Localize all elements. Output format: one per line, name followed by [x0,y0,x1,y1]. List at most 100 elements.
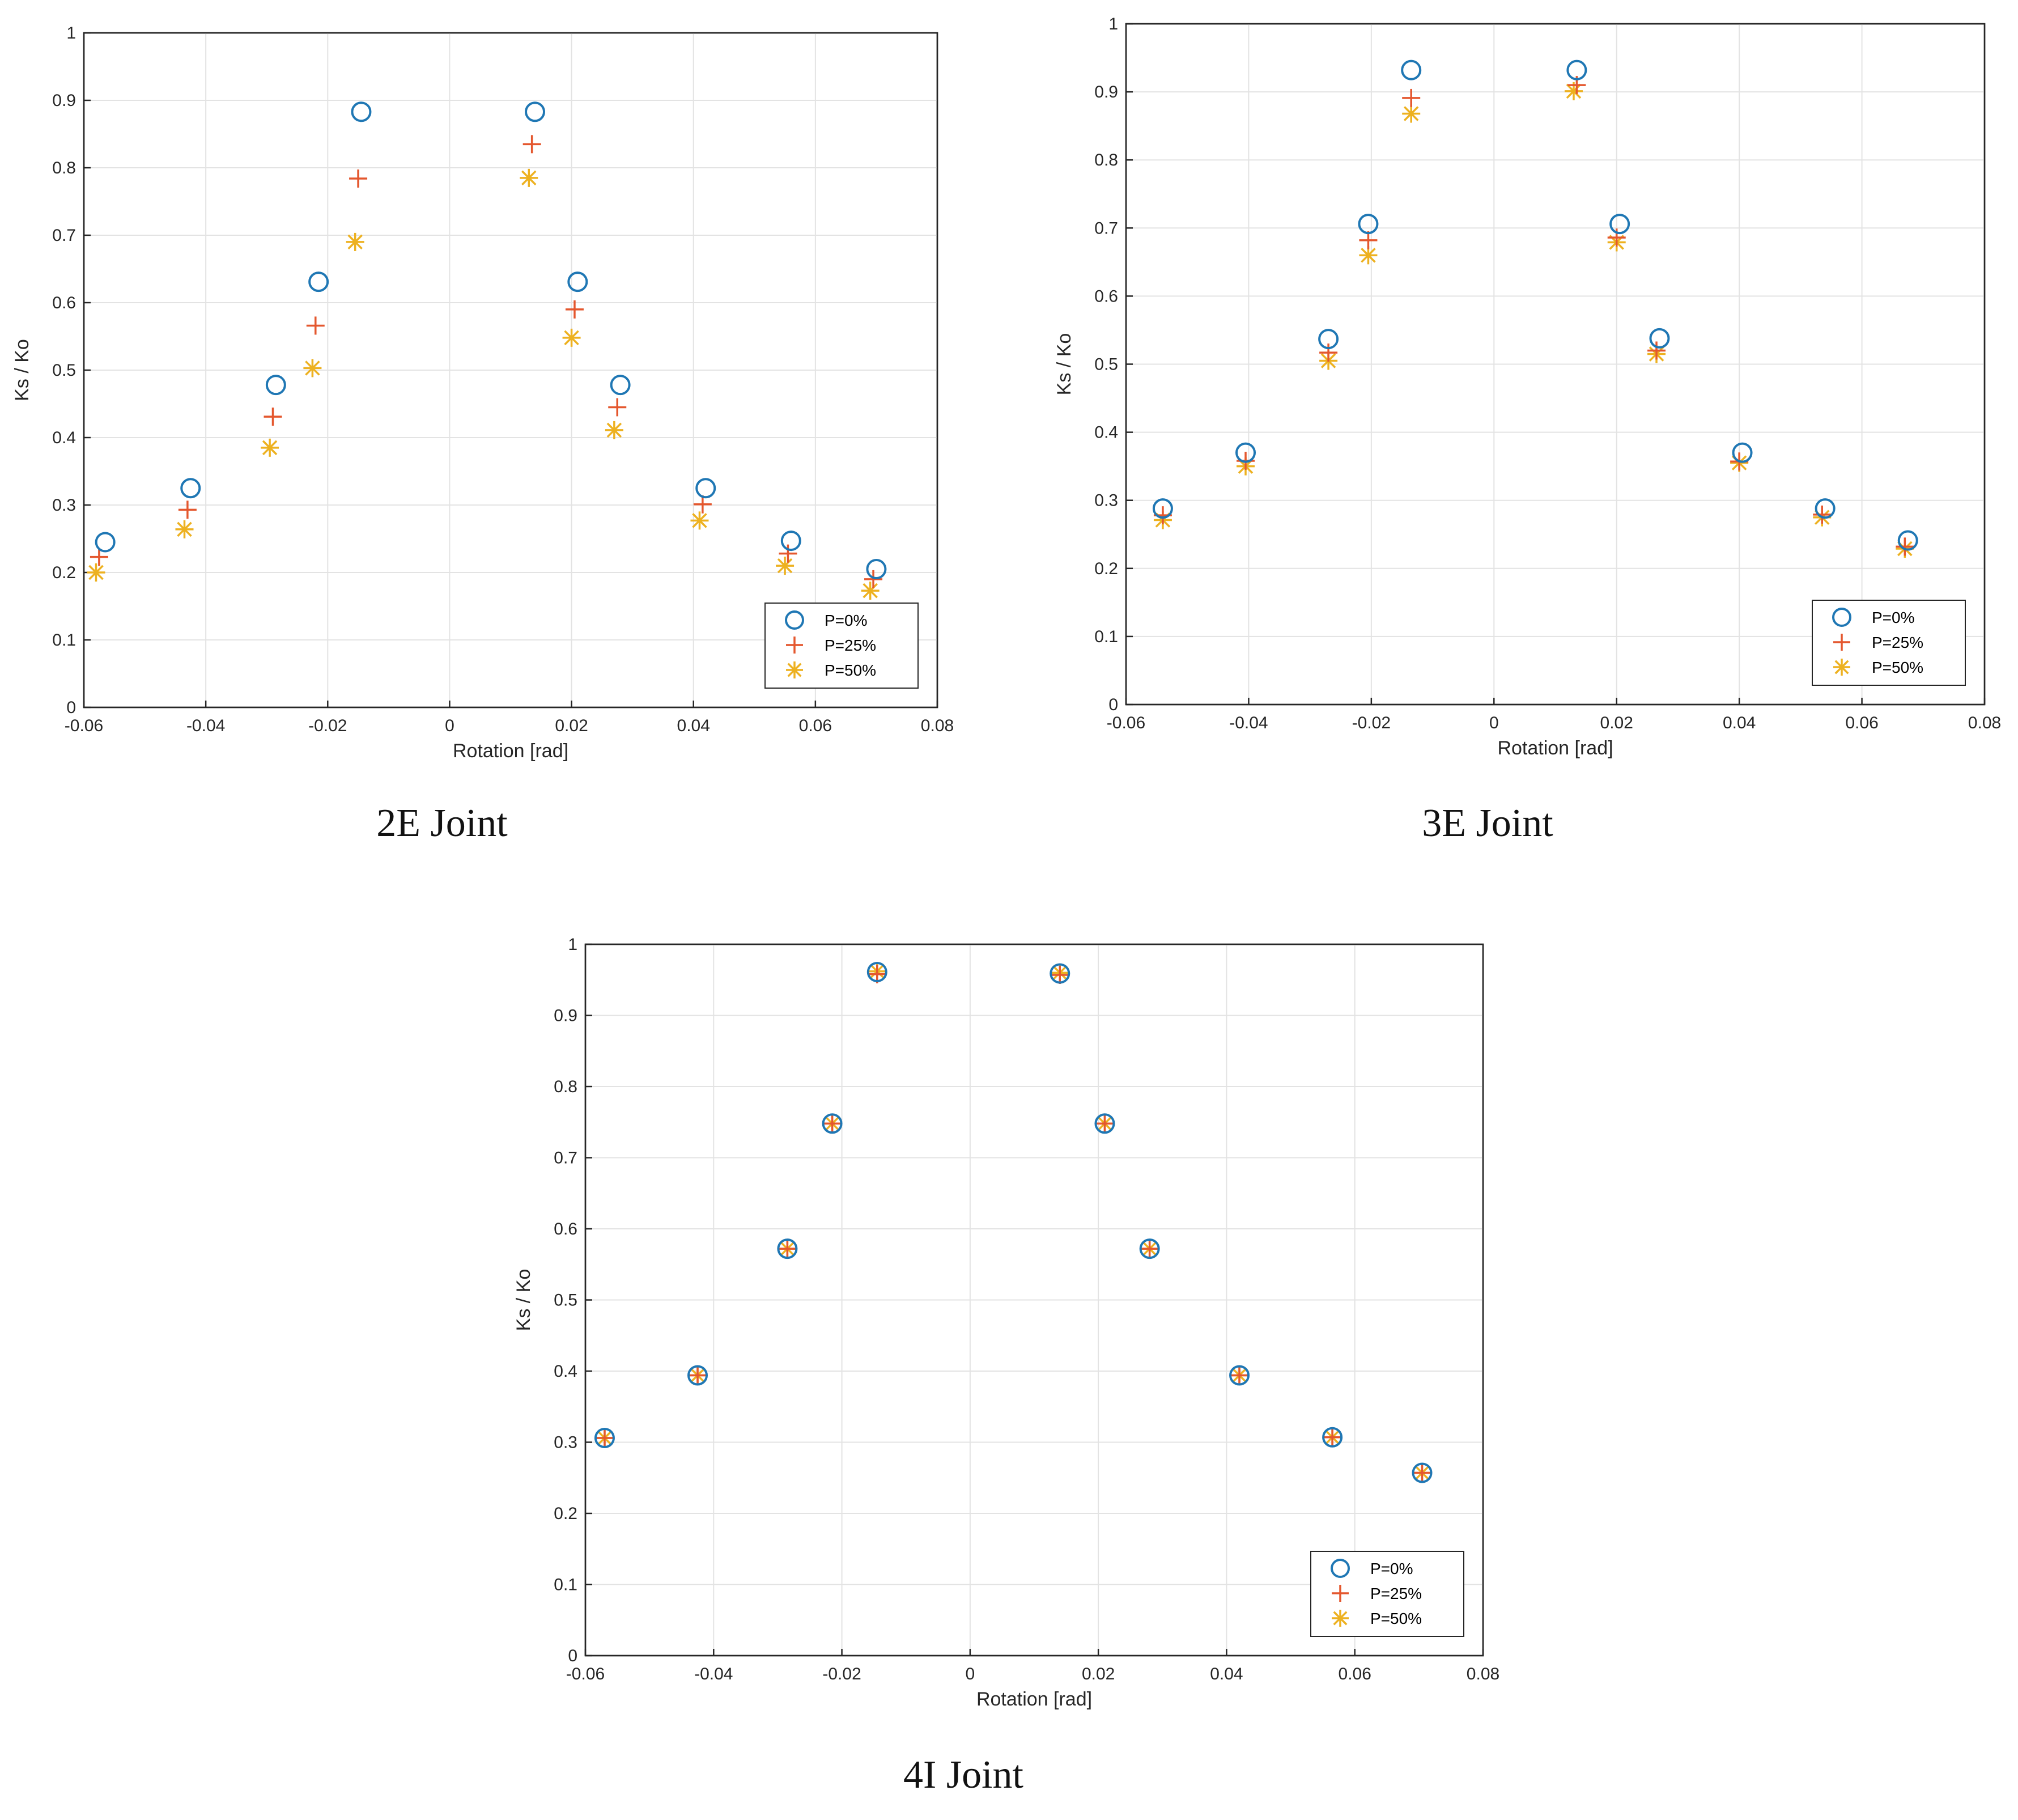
chart-caption: 3E Joint [1422,801,1553,845]
y-tick-label: 0.9 [1094,83,1118,101]
data-point-asterisk [87,563,105,582]
data-point-circle [1897,530,1918,551]
x-tick-label: -0.04 [186,716,225,735]
data-point-circle [1566,60,1587,80]
y-tick-label: 0.3 [52,496,76,515]
legend-marker-asterisk [786,661,803,678]
y-tick-label: 0.6 [52,294,76,312]
data-point-circle [308,271,329,292]
data-point-plus [1896,537,1914,556]
chart-panel-1: -0.06 -0.04 -0.02 0 0.02 0.04 0.06 0.08 0 0.1 0.2 0… [11,24,954,845]
data-point-plus [1140,1240,1159,1258]
data-point-circle [1139,1238,1160,1259]
data-point-asterisk [346,232,364,251]
data-point-asterisk [175,520,194,538]
y-tick-label: 0.6 [1094,287,1118,306]
data-point-plus [178,500,197,519]
legend: P=0% P=25% P=50% [1812,600,1966,686]
data-point-plus [306,316,325,335]
data-point-asterisk [776,557,795,575]
y-tick-label: 0.8 [554,1077,577,1096]
y-tick-label: 0.7 [554,1149,577,1168]
legend-label: P=0% [1872,609,1915,626]
data-point-asterisk [1359,246,1378,265]
data-point-plus [1051,965,1069,984]
y-tick-label: 0.1 [52,631,76,650]
y-tick-label: 0.5 [554,1291,577,1310]
y-tick-label: 0 [66,698,76,717]
y-axis-label: Ks / Ko [11,339,33,401]
y-tick-label: 0.8 [1094,151,1118,169]
x-tick-label: 0.02 [1082,1665,1115,1683]
data-point-circle [1318,329,1339,350]
data-point-circle [1094,1113,1115,1134]
data-point-plus [608,398,627,417]
x-tick-label: 0.04 [1723,714,1756,732]
data-point-circle [567,271,588,292]
data-point-circle [1050,963,1070,984]
x-tick-label: -0.02 [1352,714,1391,732]
data-point-circle [822,1113,843,1134]
y-tick-label: 0.9 [52,91,76,110]
legend-marker-plus [786,637,803,654]
x-tick-label: 0 [1489,714,1499,732]
legend-label: P=50% [1872,659,1923,676]
y-axis-label: Ks / Ko [513,1269,534,1331]
data-point-asterisk [1402,104,1421,123]
data-point-asterisk [861,582,880,600]
data-point-circle [866,961,887,982]
data-point-plus [778,1240,797,1258]
x-tick-label: -0.06 [566,1665,605,1683]
data-point-circle [594,1427,615,1448]
data-point-plus [823,1114,842,1133]
data-point-asterisk [562,328,581,347]
legend-marker-asterisk [1332,1610,1349,1627]
data-point-plus [1319,343,1338,362]
y-axis-label: Ks / Ko [1053,333,1075,396]
data-point-circle [1649,328,1670,349]
legend-marker-plus [1332,1585,1349,1602]
x-tick-label: 0.08 [1968,714,2001,732]
data-point-circle [687,1365,708,1386]
data-point-plus [90,548,108,566]
x-tick-label: -0.04 [1229,714,1268,732]
data-point-circle [1732,442,1753,463]
data-point-plus [1813,505,1832,524]
data-point-circle [95,532,116,553]
data-point-plus [522,135,541,154]
data-point-circle [866,559,887,580]
legend-label: P=0% [825,612,868,629]
plot-frame [584,943,1484,1657]
data-point-plus [689,1366,707,1385]
y-tick-label: 0 [568,1647,577,1665]
x-tick-label: -0.02 [822,1665,861,1683]
data-point-plus [264,408,282,426]
y-tick-label: 0.2 [554,1504,577,1523]
y-tick-label: 0.4 [1094,423,1118,442]
x-tick-label: -0.02 [308,716,347,735]
data-point-circle [1358,214,1379,235]
data-point-plus [1230,1366,1249,1385]
data-point-circle [780,531,801,551]
data-point-plus [1413,1463,1431,1482]
chart-panel-2: -0.06 -0.04 -0.02 0 0.02 0.04 0.06 0.08 0 0.1 0.2 0… [1053,15,2001,845]
chart-caption: 4I Joint [903,1753,1024,1797]
data-point-circle [1609,214,1630,235]
data-point-plus [1095,1114,1114,1133]
data-point-plus [1402,88,1421,107]
y-tick-label: 0 [1108,695,1118,714]
x-axis-label: Rotation [rad] [453,740,568,762]
legend-label: P=50% [1370,1610,1422,1627]
data-point-plus [349,169,368,188]
y-tick-label: 0.4 [52,429,76,447]
y-tick-label: 1 [1108,15,1118,33]
data-point-asterisk [520,168,538,187]
data-point-plus [693,495,712,514]
data-point-circle [777,1238,798,1259]
x-tick-label: -0.04 [694,1665,733,1683]
data-point-circle [180,478,201,499]
y-tick-label: 0.5 [1094,355,1118,374]
legend: P=0% P=25% P=50% [764,603,919,689]
data-point-asterisk [605,421,623,439]
x-tick-label: 0.06 [1339,1665,1371,1683]
